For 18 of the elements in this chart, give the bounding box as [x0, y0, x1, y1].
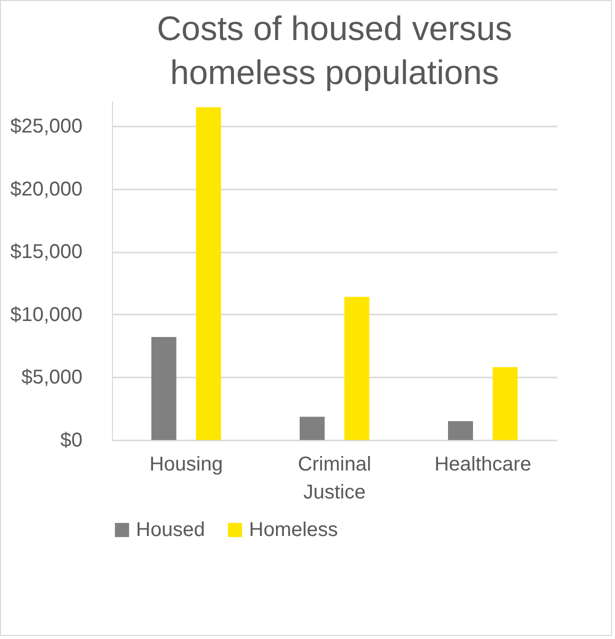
y-tick-label: $0	[60, 430, 82, 452]
y-tick-label: $15,000	[10, 241, 82, 264]
bar	[196, 107, 221, 440]
legend-label: Homeless	[249, 519, 338, 541]
y-tick-label: $10,000	[10, 304, 82, 326]
bar	[448, 421, 474, 440]
x-tick-label: Criminal Justice	[298, 454, 372, 504]
bar	[300, 416, 325, 440]
chart-title: Costs of housed versus homeless populations	[156, 10, 512, 92]
bar	[492, 367, 518, 440]
y-tick-label: $25,000	[10, 116, 82, 138]
x-tick-label: Healthcare	[434, 454, 532, 476]
legend-label: Housed	[136, 519, 205, 541]
y-tick-label: $5,000	[21, 366, 82, 389]
bar	[344, 296, 370, 440]
y-tick-label: $20,000	[10, 178, 82, 200]
bar	[151, 337, 176, 440]
x-tick-label: Housing	[149, 454, 223, 476]
